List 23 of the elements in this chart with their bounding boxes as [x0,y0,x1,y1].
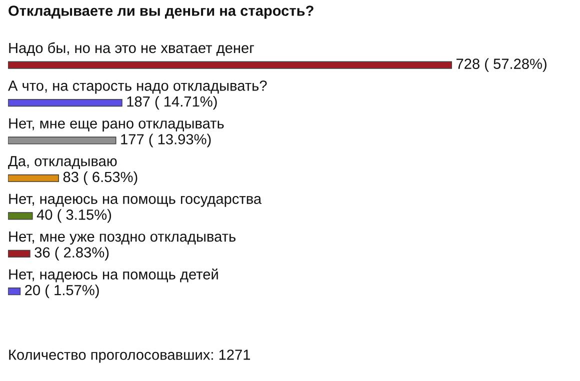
data-label: 728 ( 57.28%) [456,58,546,72]
y-tick-label: Да, откладываю [8,156,117,170]
y-tick-label: Нет, надеюсь на помощь детей [9,268,218,282]
y-tick-label: Нет, мне еще рано откладывать [9,118,224,132]
data-label: 40 ( 3.15%) [36,209,112,223]
data-label: 83 ( 6.53%) [63,171,138,186]
y-tick-label: Нет, надеюсь на помощь государства [9,194,262,207]
data-label: 20 ( 1.57%) [25,284,99,298]
y-tick-label: А что, на старость надо откладывать? [8,80,267,94]
bar [8,250,30,258]
data-label: 36 ( 2.83%) [34,246,109,260]
bar [8,136,116,144]
y-tick-label: Надо бы, но на это не хватает денег [9,42,254,56]
text: Количество проголосовавших: 1271 [9,350,250,363]
bar [8,288,21,296]
data-label: 177 ( 13.93%) [121,134,211,148]
bar [8,61,452,69]
bar [8,174,59,182]
y-tick-label: Нет, мне уже поздно откладывать [9,232,236,245]
bar [8,212,33,220]
data-label: 187 ( 14.71%) [127,96,217,110]
bar [8,98,122,107]
chart-title: Откладываете ли вы деньги на старость? [8,6,314,19]
